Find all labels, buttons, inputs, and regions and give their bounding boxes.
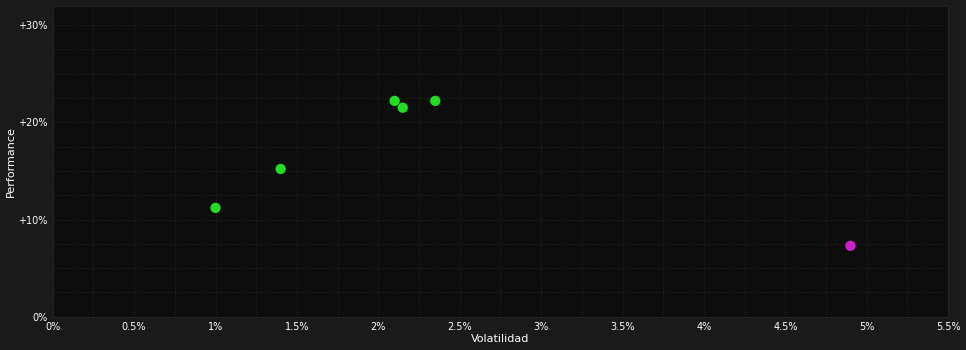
Point (842, 243, 858, 248)
Y-axis label: Performance: Performance (6, 126, 15, 197)
Point (428, 98, 443, 104)
Point (208, 205, 223, 211)
Point (386, 98, 402, 104)
X-axis label: Volatilidad: Volatilidad (471, 335, 529, 344)
Point (395, 105, 411, 111)
Point (273, 166, 289, 172)
